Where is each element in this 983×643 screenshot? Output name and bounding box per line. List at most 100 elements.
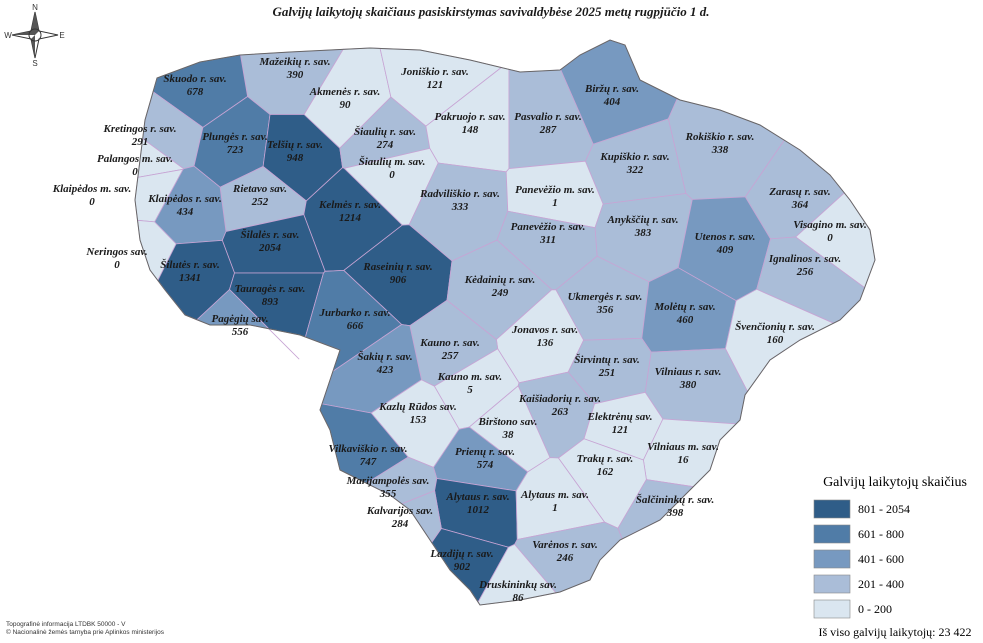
municipality-name: Vilniaus m. sav. [647,441,719,453]
municipality-name: Rokiškio r. sav. [685,131,755,143]
municipality-name: Švenčionių r. sav. [735,320,815,333]
municipality-value: 723 [227,144,244,156]
municipality-value: 364 [791,199,809,211]
municipality-value: 0 [114,259,120,271]
municipality-value: 380 [679,379,697,391]
municipality-name: Birštono sav. [478,416,538,428]
municipality-value: 902 [454,561,471,573]
municipality-name: Marijampolės sav. [346,475,430,487]
municipality-areas [134,39,876,606]
municipality-name: Šilalės r. sav. [241,228,300,241]
legend-label: 401 - 600 [858,552,904,566]
municipality-name: Jonavos r. sav. [511,324,578,336]
municipality-name: Ukmergės r. sav. [568,291,643,303]
municipality-labels: Mažeikių r. sav.390 Skuodo r. sav.678 Akme… [52,56,867,604]
municipality-value: 256 [796,266,814,278]
map-title: Galvijų laikytojų skaičiaus pasiskirstym… [273,4,710,19]
compass-s: S [32,59,37,68]
municipality-name: Mažeikių r. sav. [258,56,330,68]
municipality-name: Kazlų Rūdos sav. [378,401,457,413]
legend-swatch [813,524,851,544]
municipality-value: 0 [89,196,95,208]
municipality-name: Šiaulių r. sav. [354,125,416,138]
municipality-value: 153 [410,414,427,426]
municipality-value: 355 [379,488,397,500]
municipality-value: 38 [502,429,515,441]
municipality-name: Skuodo r. sav. [163,73,226,85]
municipality-value: 274 [376,139,394,151]
municipality-value: 574 [477,459,494,471]
legend-swatch [813,574,851,594]
municipality-value: 2054 [258,242,282,254]
compass-star-shade [12,12,39,58]
compass-w: W [4,31,12,40]
municipality-name: Pakruojo r. sav. [434,111,505,123]
municipality-name: Šalčininkų r. sav. [636,493,714,506]
municipality-name: Panevėžio m. sav. [515,184,595,196]
municipality-name: Šilutės r. sav. [160,258,220,271]
municipality-value: 0 [389,169,395,181]
municipality-value: 556 [232,326,249,338]
municipality-value: 398 [666,507,684,519]
municipality-name: Vilkaviškio r. sav. [328,443,407,455]
municipality-value: 263 [551,406,569,418]
municipality-value: 434 [176,206,194,218]
municipality-value: 162 [597,466,614,478]
municipality-value: 1 [552,197,558,209]
municipality-value: 906 [390,274,407,286]
municipality-name: Pasvalio r. sav. [514,111,581,123]
country-border [134,39,876,606]
municipality-value: 338 [711,144,729,156]
compass-ring [28,28,42,42]
municipality-value: 1 [552,502,558,514]
municipality-value: 1214 [339,212,362,224]
municipality-value: 747 [360,456,377,468]
municipality-value: 5 [467,384,473,396]
municipality-name: Utenos r. sav. [695,231,756,243]
municipality-value: 1012 [467,504,490,516]
legend-label: 601 - 800 [858,527,904,541]
municipality-value: 160 [767,334,784,346]
municipality-value: 246 [556,552,574,564]
municipality-value: 383 [634,227,652,239]
municipality-name: Vilniaus r. sav. [655,366,722,378]
municipality-name: Kauno m. sav. [437,371,502,383]
municipality-name: Panevėžio r. sav. [511,221,586,233]
municipality-value: 136 [537,337,554,349]
municipality-name: Raseinių r. sav. [362,261,432,273]
municipality-name: Kupiškio r. sav. [599,151,669,163]
municipality-value: 404 [603,96,621,108]
municipality-value: 16 [678,454,690,466]
municipality-value: 678 [187,86,204,98]
municipality-name: Šakių r. sav. [357,350,412,363]
municipality-name: Telšių r. sav. [267,139,323,151]
municipality-name: Tauragės r. sav. [235,283,306,295]
municipality-value: 948 [287,152,304,164]
municipality-value: 86 [513,592,525,604]
municipality-name: Širvintų r. sav. [574,353,640,366]
municipality-name: Ignalinos r. sav. [768,253,841,265]
municipality-name: Biržų r. sav. [584,83,639,95]
legend-label: 201 - 400 [858,577,904,591]
municipality-name: Kaišiadorių r. sav. [518,393,601,405]
legend: Galvijų laikytojų skaičius 801 - 2054 601… [813,475,967,619]
municipality-value: 311 [539,234,556,246]
municipality-name: Varėnos r. sav. [532,539,598,551]
legend-swatch [813,549,851,569]
municipality-value: 249 [491,287,509,299]
legend-swatch [813,599,851,619]
compass-e: E [59,31,64,40]
municipality-name: Kalvarijos sav. [366,505,433,517]
municipality-value: 893 [262,296,279,308]
municipality-name: Rietavo sav. [232,183,287,195]
municipality-value: 0 [827,232,833,244]
municipality-value: 121 [427,79,444,91]
municipality-value: 287 [539,124,557,136]
municipality-value: 666 [347,320,364,332]
municipality-name: Neringos sav. [85,246,147,258]
municipality-name: Alytaus r. sav. [445,491,509,503]
municipality-name: Kelmės r. sav. [318,199,381,211]
municipality-name: Anykščių r. sav. [606,214,678,226]
compass-n: N [32,3,38,12]
